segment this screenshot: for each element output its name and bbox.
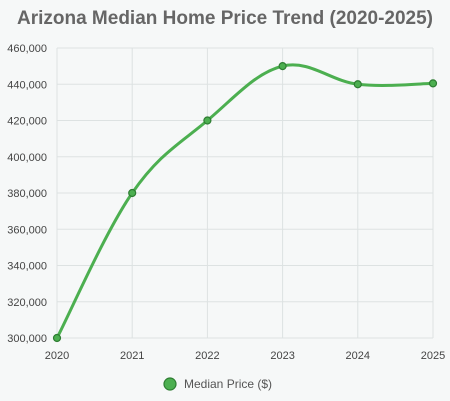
data-point[interactable] — [128, 188, 137, 198]
x-axis-ticks: 2020 2021 2022 2023 2024 2025 — [45, 350, 445, 362]
series-median-price — [52, 62, 438, 343]
x-tick-label: 2023 — [270, 350, 294, 362]
legend[interactable]: Median Price ($) — [163, 377, 272, 391]
legend-label-median-price[interactable]: Median Price ($) — [184, 377, 272, 391]
x-tick-label: 2025 — [421, 350, 445, 362]
y-tick-label: 420,000 — [7, 116, 47, 128]
y-tick-label: 460,000 — [7, 43, 47, 55]
x-tick-label: 2022 — [195, 350, 219, 362]
x-tick-label: 2021 — [120, 350, 144, 362]
data-point[interactable] — [278, 62, 287, 71]
y-tick-label: 360,000 — [7, 224, 47, 236]
y-tick-label: 300,000 — [7, 333, 47, 345]
grid-lines — [56, 47, 434, 339]
data-point[interactable] — [428, 79, 438, 88]
y-tick-label: 440,000 — [7, 79, 47, 91]
data-point[interactable] — [353, 80, 362, 89]
series-line — [55, 63, 435, 340]
y-axis-ticks: 300,000 320,000 340,000 360,000 380,000 400,0… — [7, 43, 47, 345]
chart-title: Arizona Median Home Price Trend (2020-20… — [17, 8, 433, 29]
data-point[interactable] — [203, 116, 212, 125]
y-tick-label: 400,000 — [7, 152, 47, 164]
x-tick-label: 2020 — [45, 350, 69, 362]
data-point[interactable] — [52, 333, 62, 343]
y-tick-label: 380,000 — [7, 188, 47, 200]
legend-swatch-median-price[interactable] — [163, 377, 177, 391]
x-tick-label: 2024 — [346, 350, 370, 362]
y-tick-label: 320,000 — [7, 297, 47, 309]
y-tick-label: 340,000 — [7, 261, 47, 273]
